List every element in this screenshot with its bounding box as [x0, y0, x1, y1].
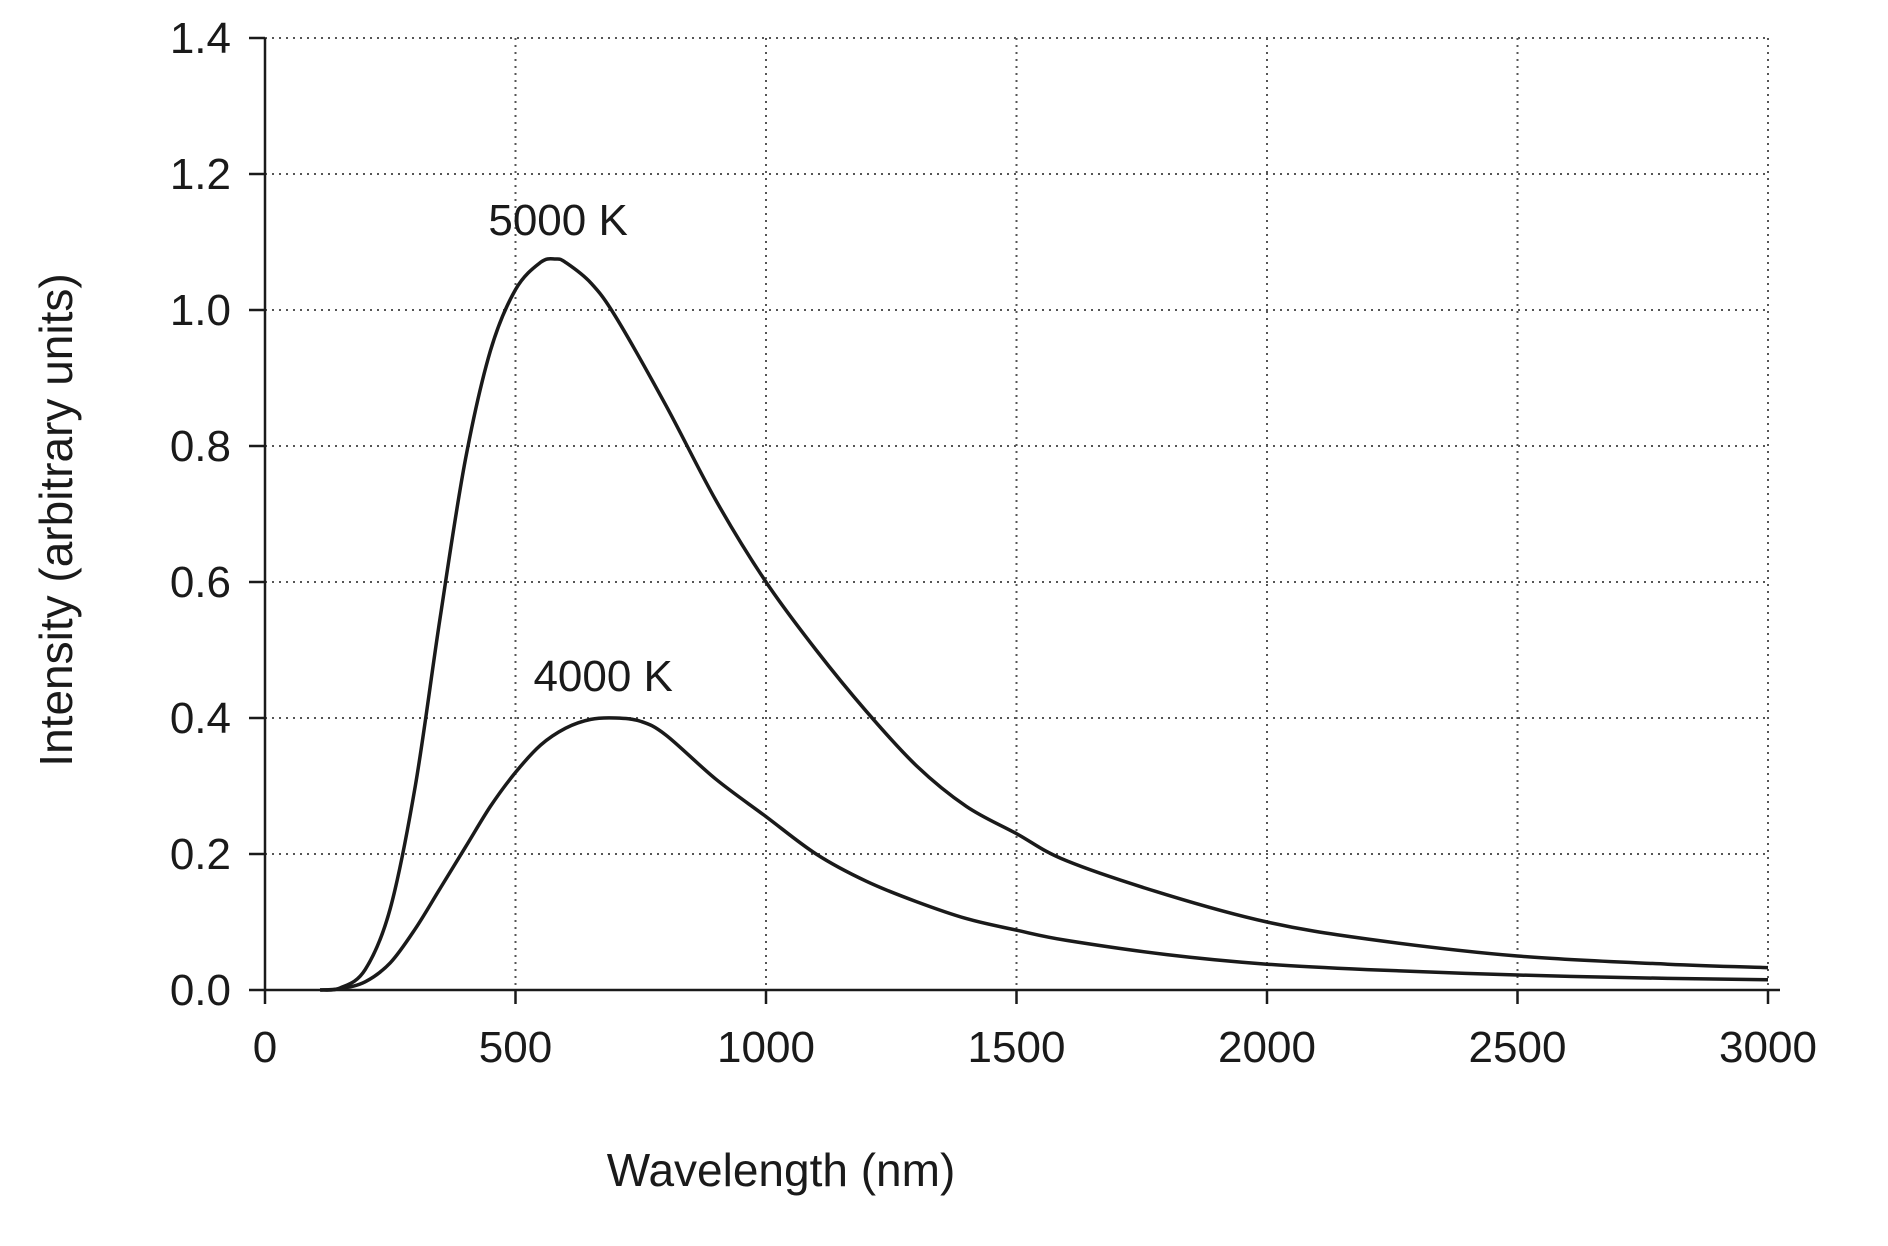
- y-tick-label: 1.2: [170, 150, 231, 199]
- y-tick-label: 1.4: [170, 14, 231, 63]
- y-axis-title: Intensity (arbitrary units): [30, 273, 82, 766]
- x-tick-label: 500: [479, 1023, 552, 1072]
- x-tick-label: 1000: [717, 1023, 815, 1072]
- x-tick-label: 2500: [1469, 1023, 1567, 1072]
- series-label: 4000 K: [533, 652, 672, 701]
- x-tick-label: 1500: [968, 1023, 1066, 1072]
- y-tick-label: 0.8: [170, 422, 231, 471]
- y-tick-label: 1.0: [170, 286, 231, 335]
- x-tick-label: 2000: [1218, 1023, 1316, 1072]
- y-tick-label: 0.4: [170, 694, 231, 743]
- y-tick-label: 0.2: [170, 830, 231, 879]
- grid-layer: [265, 37, 1769, 990]
- series-layer: [319, 256, 1769, 992]
- label-layer: 5000 K 4000 K: [488, 196, 673, 701]
- y-tick-label: 0.0: [170, 966, 231, 1015]
- y-tick-label: 0.6: [170, 558, 231, 607]
- series-line-5000-k: [319, 256, 1769, 992]
- series-label: 5000 K: [488, 196, 627, 245]
- x-axis-title: Wavelength (nm): [607, 1144, 956, 1196]
- x-tick-label: 0: [253, 1023, 277, 1072]
- axis-layer: 0 500 1000 1500 2000 2500 3000 0.0 0.2 0.4 0.6 0.8 1…: [170, 14, 1817, 1072]
- x-tick-label: 3000: [1719, 1023, 1817, 1072]
- series-line-4000-k: [319, 716, 1769, 992]
